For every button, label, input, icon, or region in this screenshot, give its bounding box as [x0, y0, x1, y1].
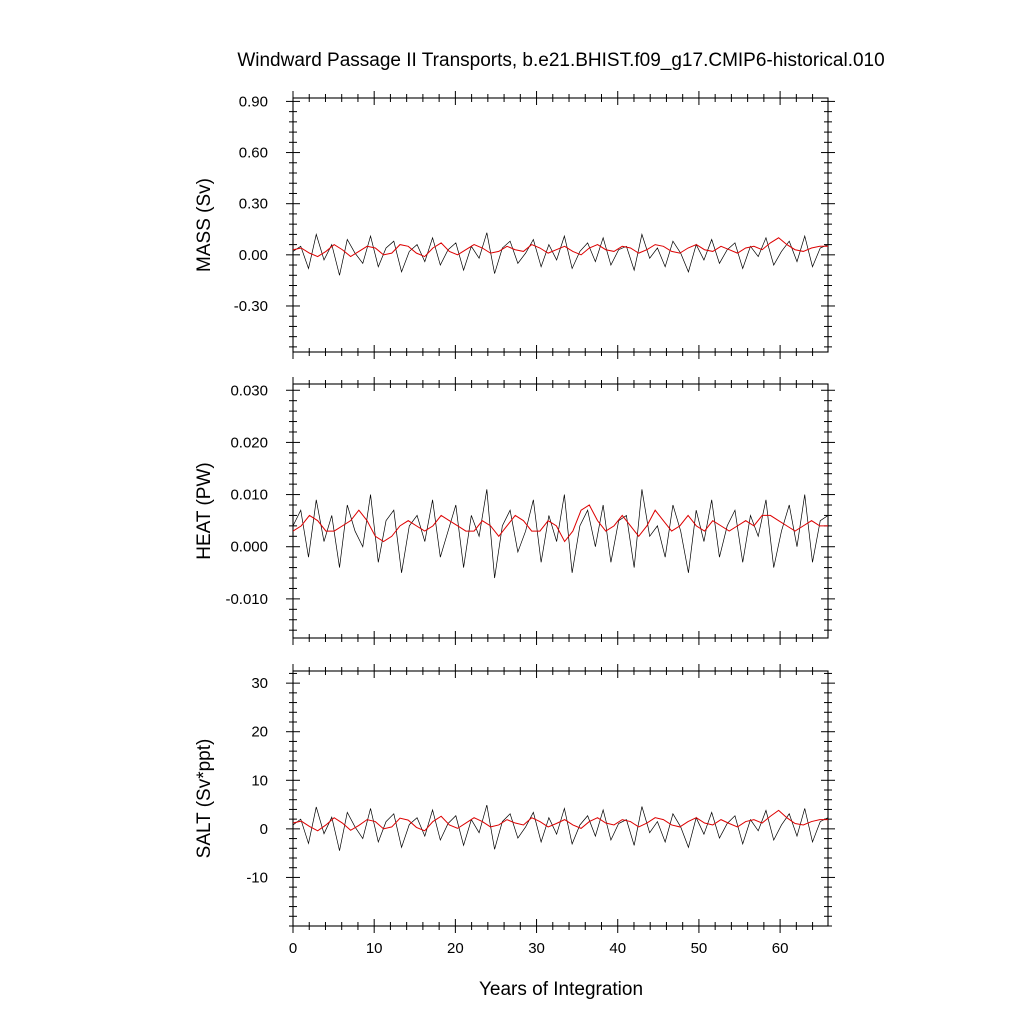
plot-frame — [292, 97, 829, 353]
y-tick-label: 0.030 — [230, 382, 268, 399]
plot-frame — [292, 670, 829, 927]
y-ticks — [286, 672, 835, 927]
y-tick-label: 0.020 — [230, 434, 268, 451]
y-tick-label: 0.90 — [239, 93, 268, 110]
y-tick-label: -10 — [246, 869, 268, 886]
y-tick-label: 0.000 — [230, 539, 268, 556]
x-ticks — [292, 91, 814, 359]
x-tick-label: 30 — [528, 940, 545, 957]
y-tick-label: 0.30 — [239, 196, 268, 213]
smoothed-series-line — [293, 237, 828, 258]
y-tick-label: 30 — [251, 675, 268, 692]
panel-1: -0.30 0.00 0.30 0.60 0.90 MASS (Sv) — [194, 91, 835, 359]
y-tick-label: 0.60 — [239, 145, 268, 162]
y-tick-label: -0.30 — [234, 298, 268, 315]
y-axis-label: SALT (Sv*ppt) — [194, 739, 215, 859]
x-tick-label: 10 — [366, 940, 383, 957]
x-ticks — [292, 377, 814, 645]
x-tick-label: 60 — [772, 940, 789, 957]
y-tick-label: 0.010 — [230, 487, 268, 504]
y-tick-label: -0.010 — [225, 591, 268, 608]
x-ticks — [292, 664, 814, 933]
x-tick-label: 50 — [691, 940, 708, 957]
y-tick-label: 0 — [260, 821, 268, 838]
panels-group: -0.30 0.00 0.30 0.60 0.90 MASS (Sv) -0.010 0.00… — [194, 91, 835, 957]
panel-3: 0 10 20 30 40 50 60 -10 0 10 20 30 SALT (Sv*ppt) — [194, 664, 835, 957]
y-ticks — [286, 100, 835, 348]
x-axis-label: Years of Integration — [479, 979, 643, 1000]
y-axis-label: MASS (Sv) — [194, 178, 215, 272]
y-tick-label: 0.00 — [239, 247, 268, 264]
plot-frame — [292, 383, 829, 639]
raw-series-line — [293, 489, 828, 579]
chart-title: Windward Passage II Transports, b.e21.BH… — [237, 50, 884, 71]
panel-2: -0.010 0.000 0.010 0.020 0.030 HEAT (PW) — [194, 377, 835, 645]
y-tick-label: 10 — [251, 772, 268, 789]
y-axis-label: HEAT (PW) — [194, 462, 215, 559]
x-tick-label: 20 — [447, 940, 464, 957]
smoothed-series-line — [293, 809, 828, 832]
smoothed-series-line — [293, 504, 828, 543]
x-tick-label: 0 — [289, 940, 297, 957]
x-tick-label: 40 — [609, 940, 626, 957]
y-tick-label: 20 — [251, 724, 268, 741]
y-ticks — [286, 389, 835, 631]
